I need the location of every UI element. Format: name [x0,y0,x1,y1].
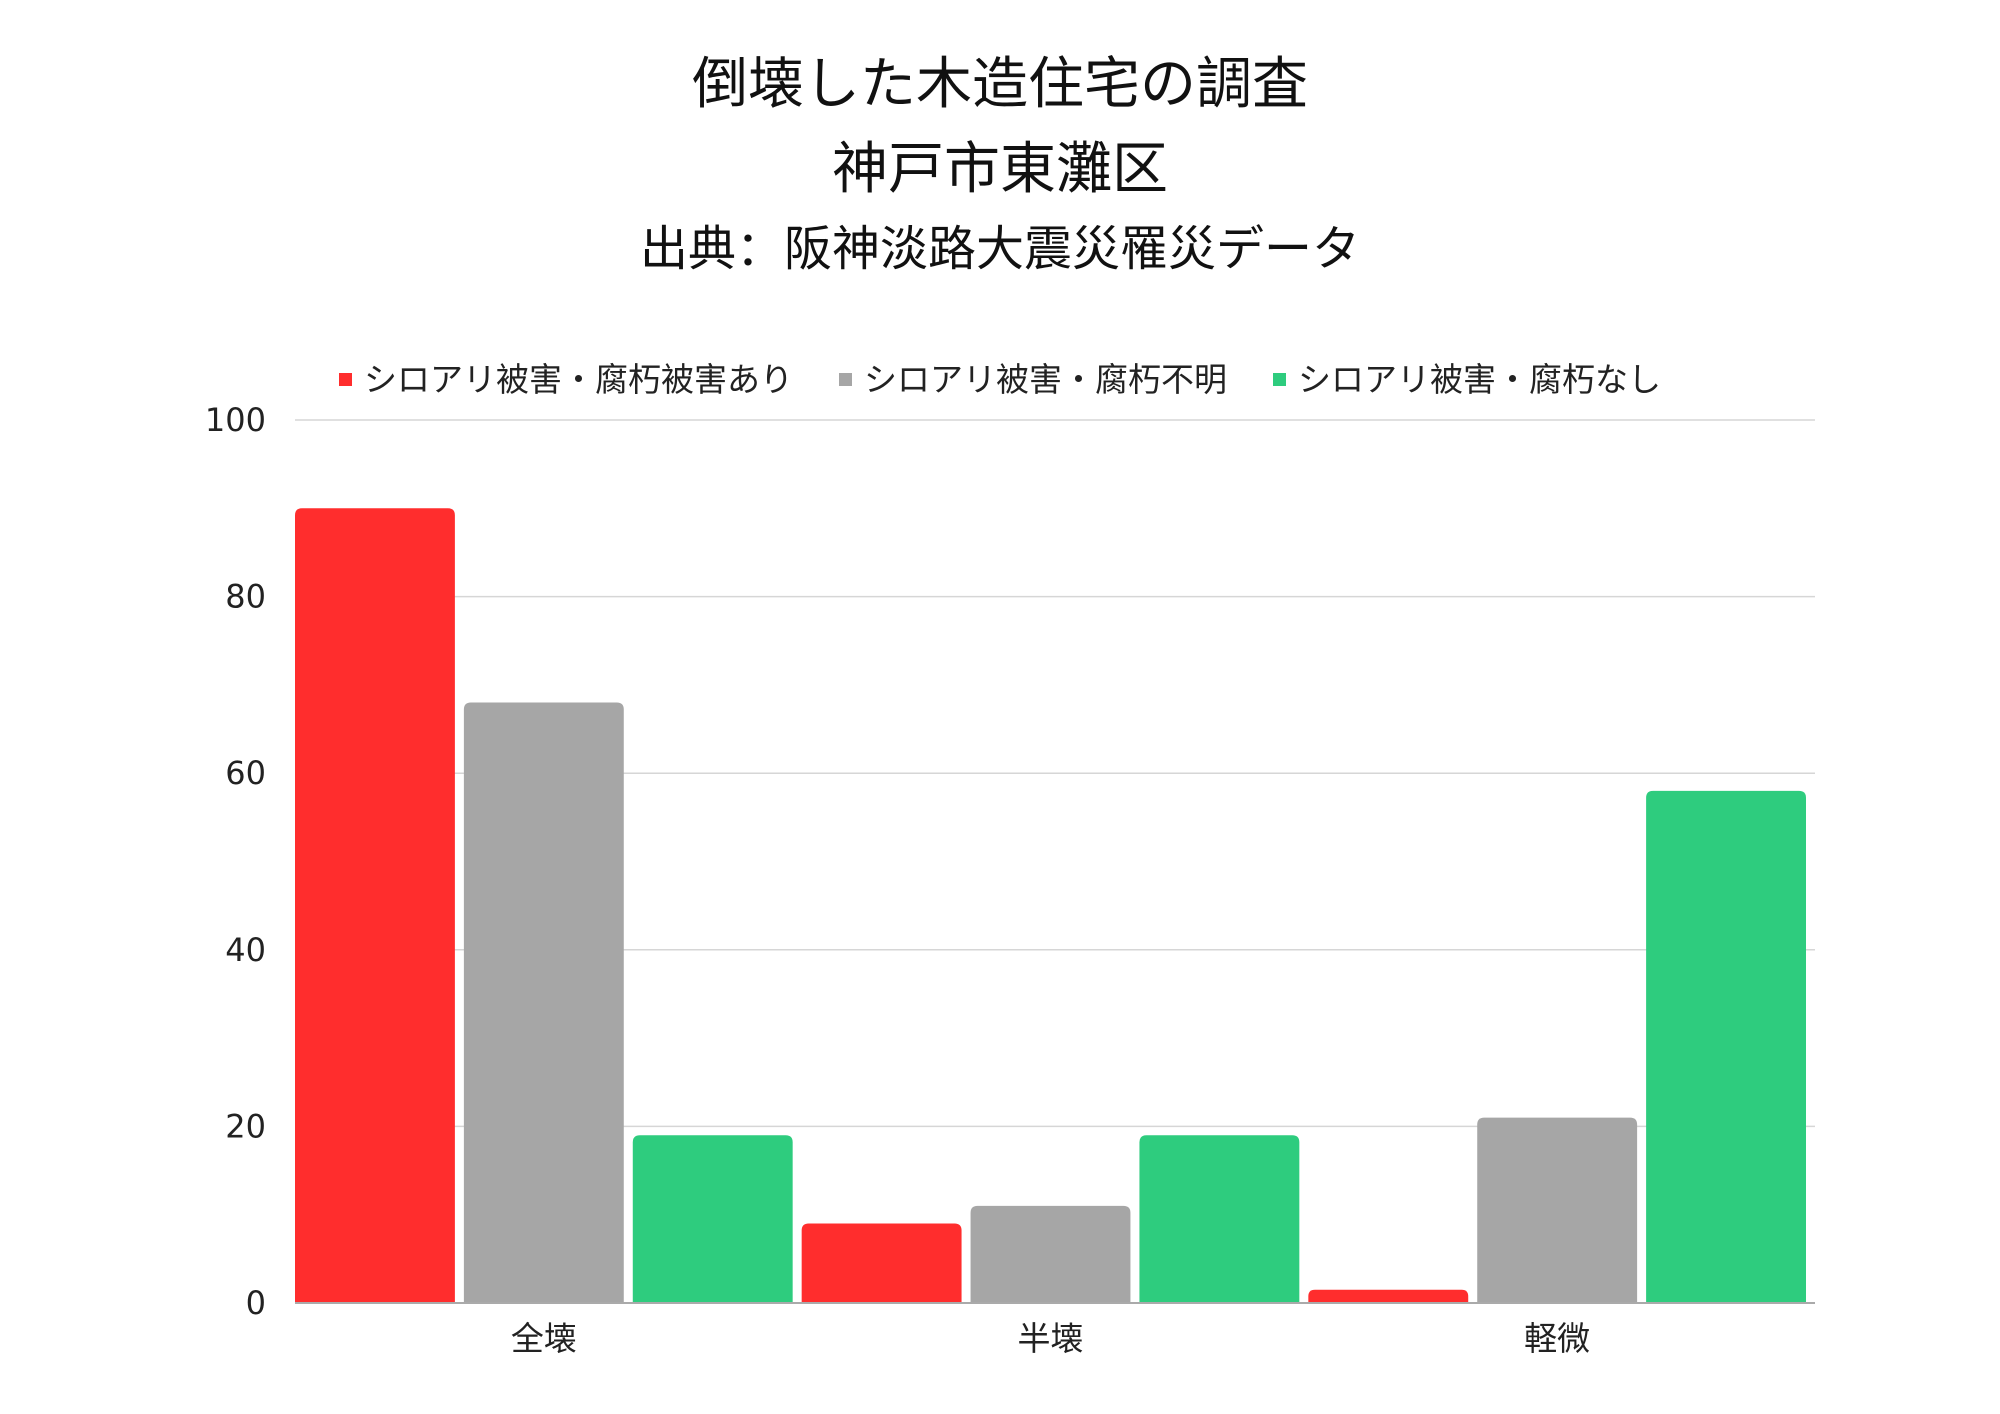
y-tick-label: 20 [225,1107,266,1145]
bar [1139,1135,1300,1303]
legend-swatch [839,373,852,386]
bar [970,1205,1131,1303]
y-tick-label: 80 [225,578,266,616]
x-category-label: 半壊 [1018,1319,1084,1358]
legend-item: シロアリ被害・腐朽不明 [839,360,1227,399]
y-tick-label: 40 [225,931,266,969]
x-axis: 全壊 半壊 軽微 [295,1302,1815,1358]
legend: シロアリ被害・腐朽被害あり シロアリ被害・腐朽不明 シロアリ被害・腐朽なし [339,360,1661,399]
y-axis: 0 20 40 60 80 100 [205,401,266,1322]
chart-title: 倒壊した木造住宅の調査 神戸市東灘区 出典：阪神淡路大震災罹災データ [640,52,1360,277]
chart-title-line-1: 倒壊した木造住宅の調査 [692,52,1308,117]
y-tick-label: 100 [205,401,266,439]
legend-swatch [339,373,352,386]
legend-item: シロアリ被害・腐朽なし [1273,360,1661,399]
legend-item: シロアリ被害・腐朽被害あり [339,360,793,399]
bar [632,1135,793,1303]
y-tick-label: 60 [225,754,266,792]
x-category-label: 軽微 [1524,1319,1590,1358]
bars [295,508,1806,1303]
bar [801,1223,962,1303]
legend-label: シロアリ被害・腐朽なし [1298,360,1661,399]
chart-subtitle: 出典：阪神淡路大震災罹災データ [640,221,1360,277]
legend-label: シロアリ被害・腐朽不明 [864,360,1227,399]
bar [1646,790,1806,1303]
legend-label: シロアリ被害・腐朽被害あり [364,360,793,399]
bar [1308,1289,1469,1303]
x-category-label: 全壊 [511,1319,577,1358]
bar [295,508,455,1303]
y-tick-label: 0 [246,1284,266,1322]
legend-swatch [1273,373,1286,386]
chart-title-line-2: 神戸市東灘区 [832,137,1168,202]
bar [1477,1117,1638,1303]
bar [463,702,624,1303]
